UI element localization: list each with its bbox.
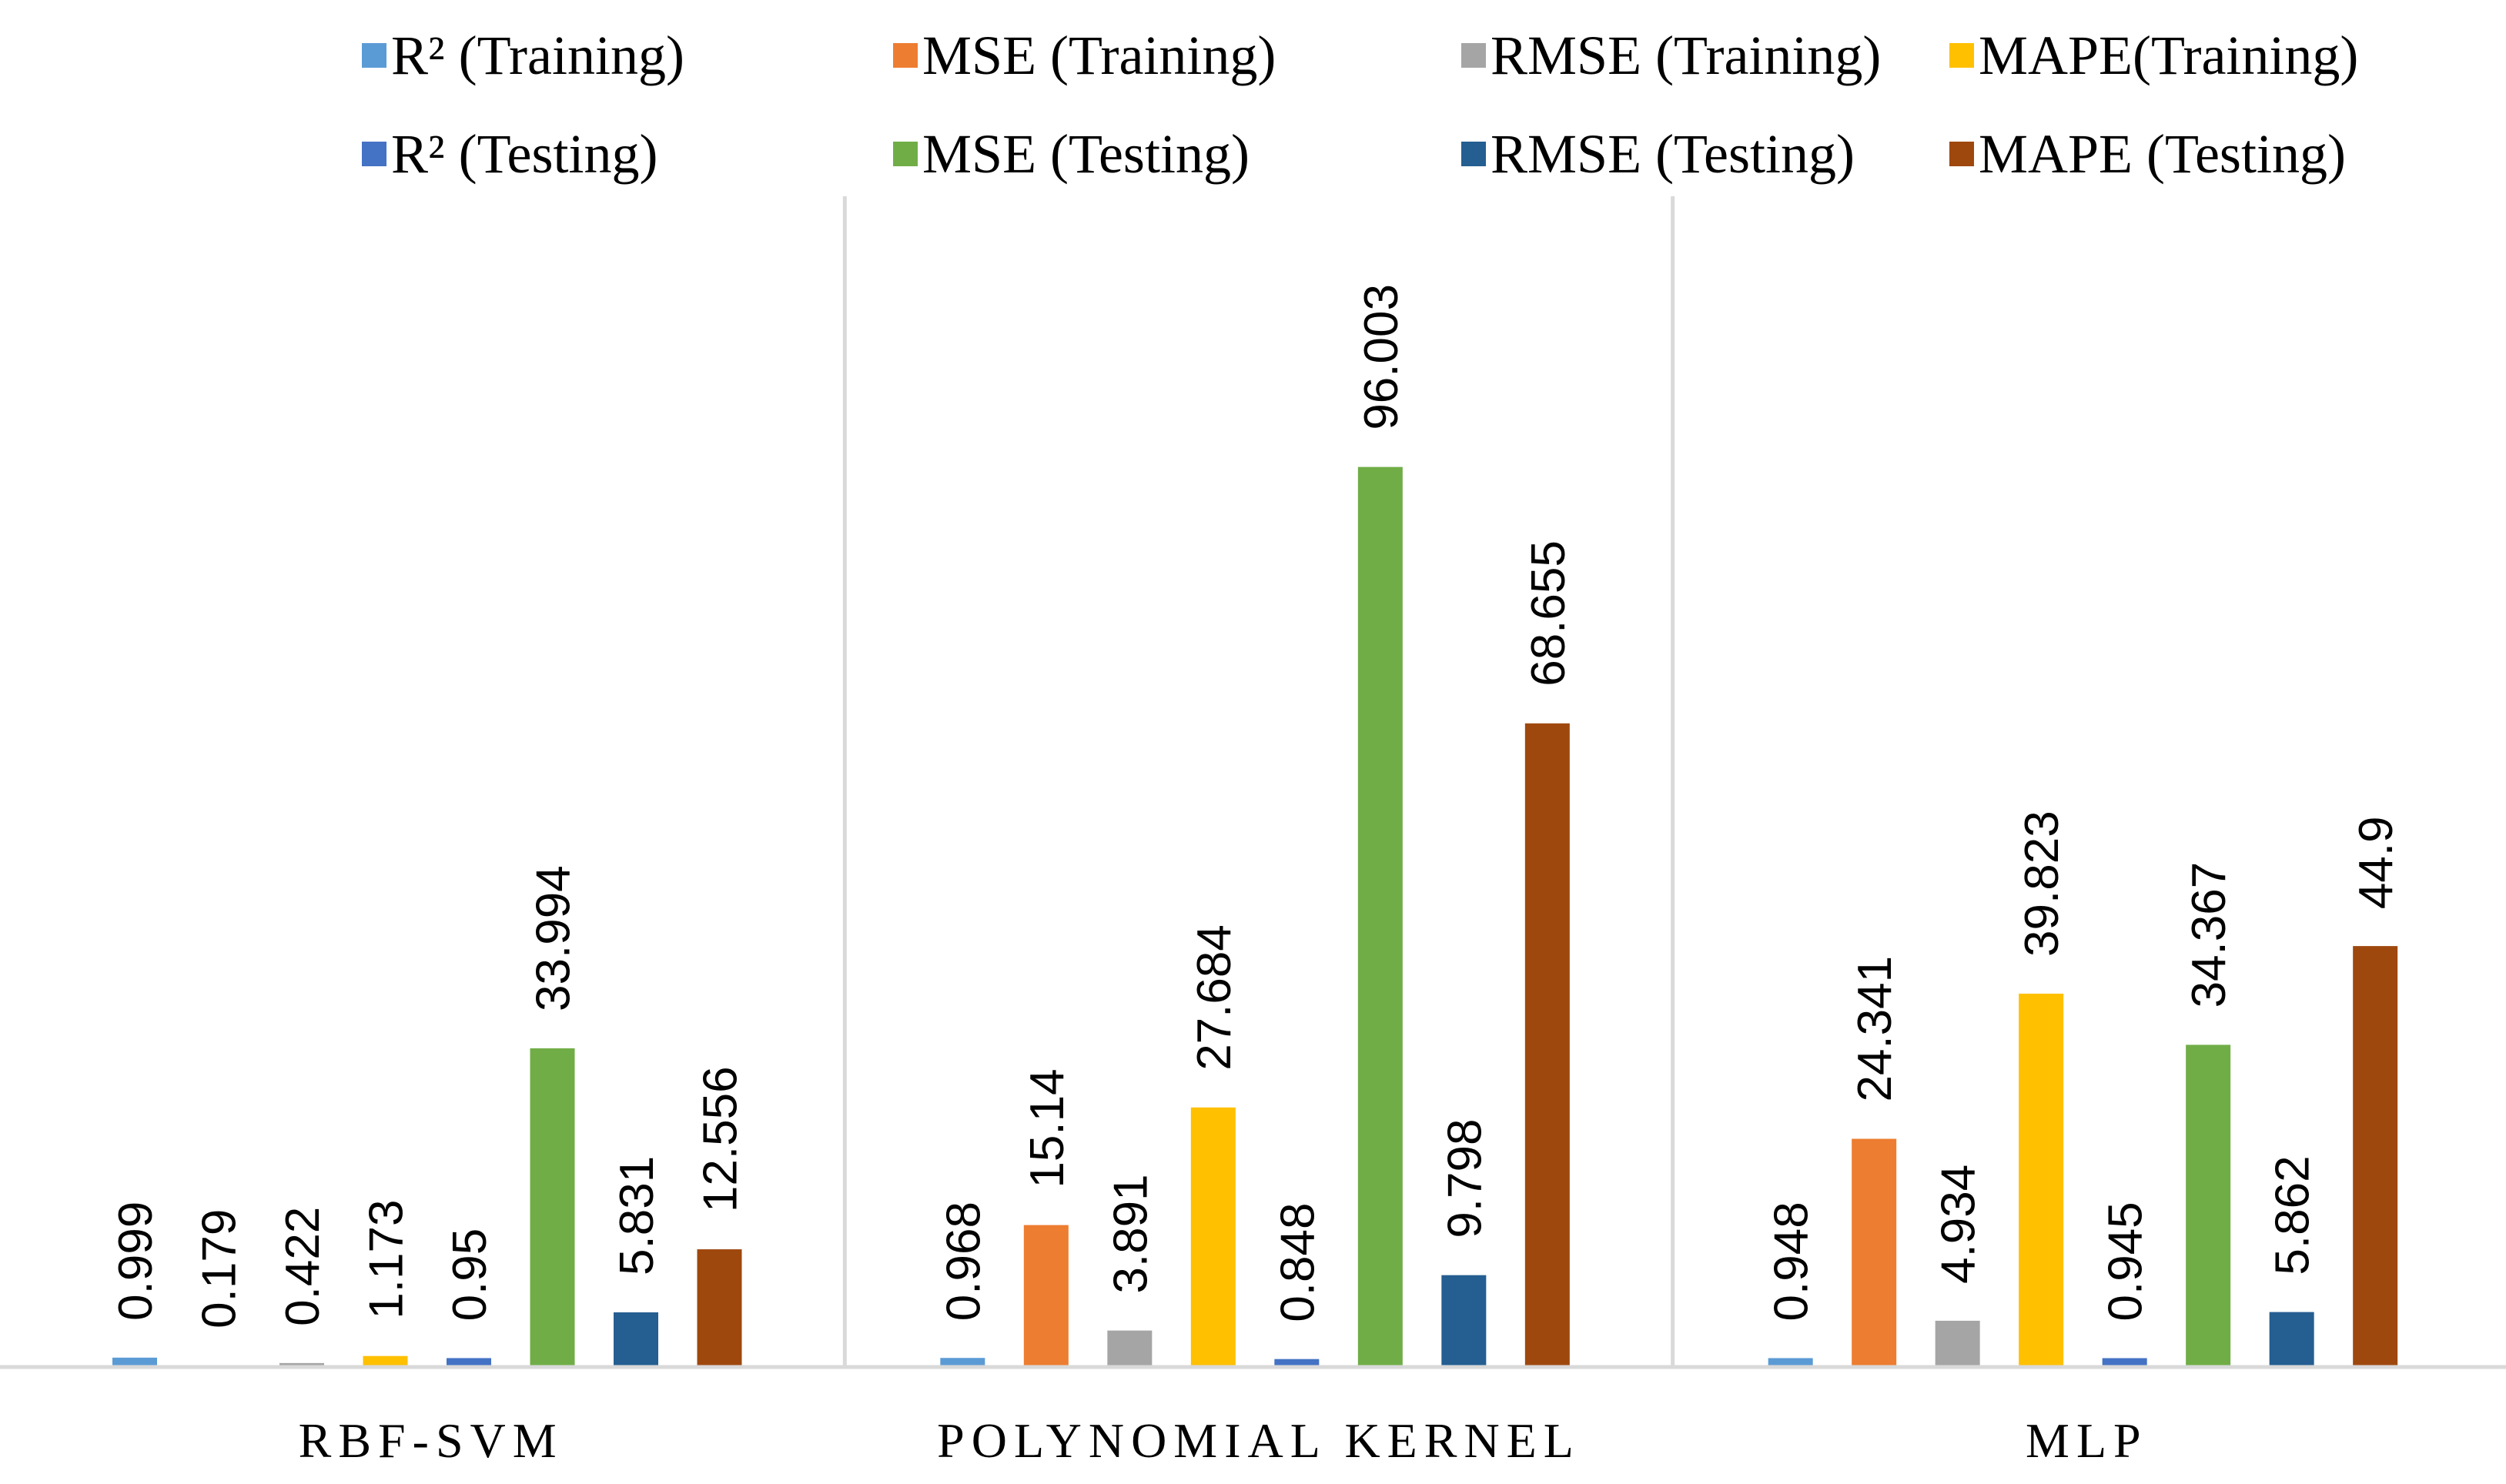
data-label-mlp-rmse-testing: 5.862 — [2267, 1155, 2320, 1275]
legend-swatch-mape-testing — [1949, 142, 1974, 166]
legend-label-mape-training: MAPE(Training) — [1979, 25, 2358, 86]
data-label-mlp-r2-training: 0.948 — [1765, 1202, 1818, 1321]
data-label-rbf-svm-mse-testing: 33.994 — [527, 865, 580, 1011]
data-label-rbf-svm-r2-testing: 0.95 — [443, 1228, 497, 1322]
data-label-polynomial-kernel-mape-testing: 68.655 — [1522, 540, 1575, 687]
data-label-rbf-svm-rmse-testing: 5.831 — [611, 1156, 664, 1275]
legend-swatch-r2-testing — [362, 142, 386, 166]
data-label-mlp-mse-training: 24.341 — [1849, 956, 1902, 1102]
data-label-mlp-mape-training: 39.823 — [2016, 811, 2069, 957]
data-label-mlp-r2-testing: 0.945 — [2099, 1202, 2153, 1321]
legend-swatch-mse-training — [893, 43, 918, 68]
data-label-polynomial-kernel-mse-testing: 96.003 — [1355, 284, 1408, 430]
data-label-polynomial-kernel-r2-testing: 0.848 — [1271, 1203, 1324, 1322]
legend-swatch-r2-training — [362, 43, 386, 68]
data-label-rbf-svm-mape-testing: 12.556 — [694, 1066, 748, 1212]
data-label-rbf-svm-rmse-training: 0.422 — [276, 1207, 330, 1326]
bar-rbf-svm-r2-training — [112, 1357, 157, 1367]
legend-label-r2-testing: R² (Testing) — [391, 123, 658, 185]
legend-label-mse-testing: MSE (Testing) — [922, 123, 1250, 185]
bar-polynomial-kernel-mape-testing — [1524, 723, 1570, 1367]
bars — [112, 466, 2398, 1367]
legend-swatch-rmse-testing — [1461, 142, 1486, 166]
legend-label-rmse-training: RMSE (Training) — [1491, 25, 1881, 86]
data-label-rbf-svm-mse-training: 0.179 — [193, 1209, 246, 1329]
bar-mlp-rmse-testing — [2269, 1312, 2314, 1367]
bar-mlp-mse-testing — [2186, 1044, 2231, 1367]
data-label-mlp-rmse-training: 4.934 — [1932, 1165, 1986, 1284]
bar-rbf-svm-rmse-testing — [614, 1312, 658, 1367]
data-label-polynomial-kernel-rmse-testing: 9.798 — [1438, 1119, 1491, 1238]
category-label-polynomial-kernel: POLYNOMIAL KERNEL — [937, 1413, 1581, 1468]
legend-label-rmse-testing: RMSE (Testing) — [1491, 123, 1855, 185]
legend-swatch-mape-training — [1949, 43, 1974, 68]
bar-rbf-svm-mape-training — [363, 1355, 408, 1367]
bar-polynomial-kernel-mse-testing — [1357, 466, 1403, 1367]
category-dividers — [842, 196, 1675, 1367]
bar-polynomial-kernel-mape-training — [1190, 1107, 1236, 1367]
legend: R² (Training) MSE (Training) RMSE (Trainin… — [362, 25, 2358, 185]
legend-swatch-mse-testing — [893, 142, 918, 166]
legend-label-mse-training: MSE (Training) — [922, 25, 1276, 86]
category-label-mlp: MLP — [2026, 1413, 2148, 1468]
bar-polynomial-kernel-rmse-training — [1107, 1330, 1153, 1367]
data-labels: 0.999 0.179 0.422 1.173 0.95 33.994 5.831 12.55… — [109, 284, 2403, 1329]
data-label-polynomial-kernel-r2-training: 0.968 — [937, 1202, 990, 1321]
data-label-polynomial-kernel-mape-training: 27.684 — [1188, 924, 1241, 1071]
data-label-mlp-mse-testing: 34.367 — [2183, 862, 2236, 1008]
bar-rbf-svm-rmse-training — [279, 1362, 324, 1367]
bar-rbf-svm-mse-testing — [530, 1048, 575, 1367]
category-label-rbf-svm: RBF-SVM — [299, 1413, 564, 1468]
bar-mlp-r2-training — [1768, 1358, 1813, 1367]
bar-mlp-rmse-training — [1935, 1320, 1980, 1367]
data-label-rbf-svm-r2-training: 0.999 — [109, 1202, 162, 1321]
bar-rbf-svm-mape-testing — [697, 1249, 742, 1367]
category-labels: RBF-SVM POLYNOMIAL KERNEL MLP — [299, 1413, 2148, 1468]
legend-label-r2-training: R² (Training) — [391, 25, 684, 86]
data-label-mlp-mape-testing: 44.9 — [2350, 816, 2403, 909]
bar-rbf-svm-r2-testing — [447, 1358, 491, 1367]
data-label-polynomial-kernel-rmse-training: 3.891 — [1104, 1174, 1157, 1293]
bar-polynomial-kernel-mse-training — [1023, 1225, 1069, 1367]
data-label-polynomial-kernel-mse-training: 15.14 — [1021, 1068, 1074, 1188]
bar-polynomial-kernel-r2-testing — [1274, 1359, 1320, 1367]
bar-mlp-r2-testing — [2102, 1358, 2147, 1367]
bar-mlp-mse-training — [1852, 1138, 1897, 1367]
data-label-rbf-svm-mape-training: 1.173 — [360, 1200, 413, 1319]
bar-mlp-mape-testing — [2353, 946, 2398, 1367]
legend-label-mape-testing: MAPE (Testing) — [1979, 123, 2346, 185]
bar-mlp-mape-training — [2019, 993, 2064, 1367]
bar-polynomial-kernel-rmse-testing — [1441, 1275, 1487, 1367]
legend-swatch-rmse-training — [1461, 43, 1486, 68]
bar-polynomial-kernel-r2-training — [940, 1358, 985, 1367]
